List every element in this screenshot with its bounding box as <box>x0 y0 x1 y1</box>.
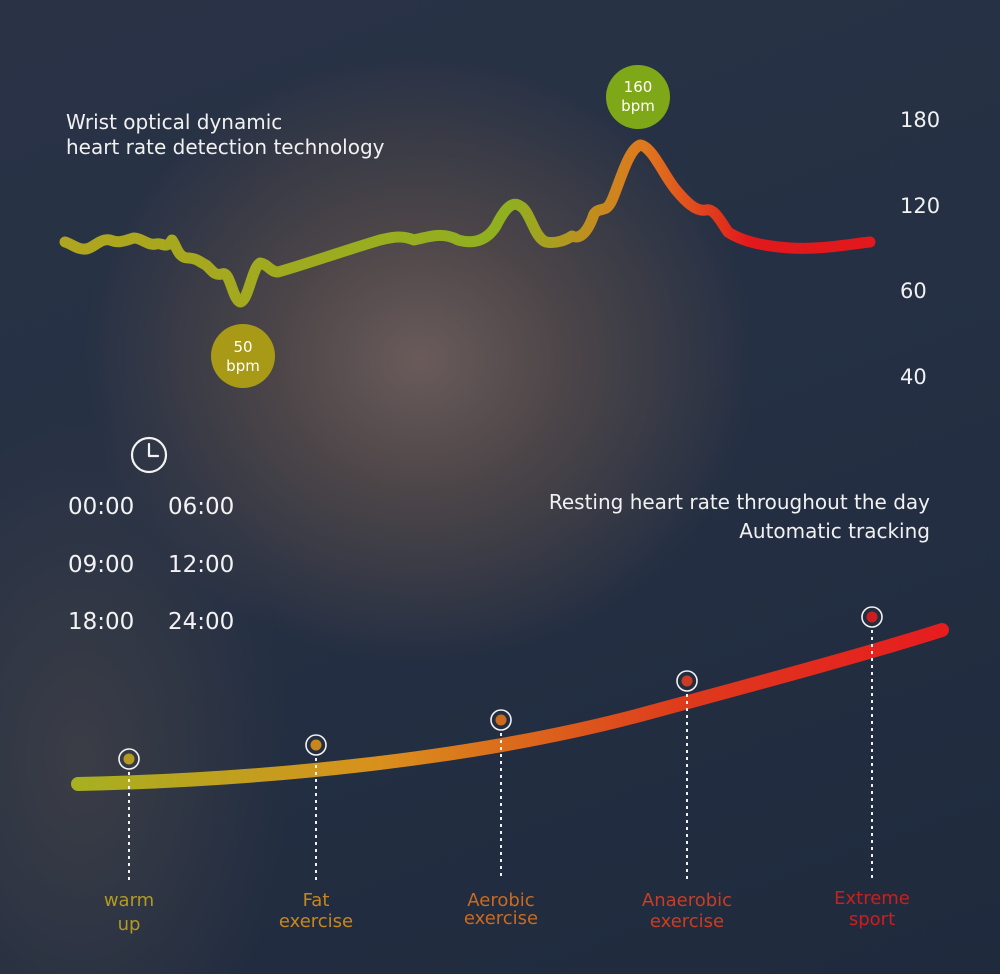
zone-marker-ring <box>118 748 140 770</box>
zone-label: Anaerobic <box>642 890 732 911</box>
min-bpm-circle <box>211 324 275 388</box>
zone-marker-dot <box>310 739 322 751</box>
zone-marker-ring <box>490 709 512 731</box>
zone-label: exercise <box>279 911 353 932</box>
y-tick-label: 60 <box>900 279 927 303</box>
tracking-description: Resting heart rate throughout the day Au… <box>549 488 930 546</box>
zone-markers: warmupFatexerciseAerobicexerciseAnaerobi… <box>104 606 910 935</box>
peak-bpm-value: 160 <box>624 78 653 96</box>
zone-marker-ring <box>305 734 327 756</box>
peak-bpm-annotation: 160 bpm <box>606 65 670 129</box>
zone-label: Aerobic <box>467 890 534 911</box>
tracking-line-1: Resting heart rate throughout the day <box>548 490 930 514</box>
y-tick-label: 180 <box>900 108 941 132</box>
zone-marker-ring <box>676 670 698 692</box>
zone-marker: warm up <box>104 748 154 935</box>
time-label: 24:00 <box>168 609 235 635</box>
peak-bpm-circle <box>606 65 670 129</box>
y-tick-label: 40 <box>900 365 927 389</box>
peak-bpm-unit: bpm <box>621 97 655 115</box>
zone-label: exercise <box>650 911 724 932</box>
tracking-line-2: Automatic tracking <box>739 519 930 543</box>
time-label: 00:00 <box>68 494 135 520</box>
min-bpm-unit: bpm <box>226 357 260 375</box>
zone-label: sport <box>849 909 895 930</box>
time-label: 12:00 <box>168 552 235 578</box>
time-label: 09:00 <box>68 552 135 578</box>
zone-label: Fat <box>303 890 330 911</box>
zone-marker-dot <box>495 714 507 726</box>
time-label: 06:00 <box>168 494 235 520</box>
min-bpm-value: 50 <box>233 338 252 356</box>
zone-label: warm <box>104 890 154 911</box>
zone-label: exercise <box>464 908 538 929</box>
zone-marker-dot <box>681 675 693 687</box>
title-line-1: Wrist optical dynamic <box>66 110 283 134</box>
zone-marker-dot <box>123 753 135 765</box>
zone-intensity-curve <box>71 623 949 791</box>
zone-marker-dot <box>866 611 878 623</box>
chart-title: Wrist optical dynamic heart rate detecti… <box>66 110 385 160</box>
min-bpm-annotation: 50 bpm <box>211 324 275 388</box>
time-label: 18:00 <box>68 609 135 635</box>
clock-icon <box>130 436 168 474</box>
heart-rate-line <box>59 139 876 308</box>
zone-marker-ring <box>861 606 883 628</box>
zone-label: Extreme <box>834 888 910 909</box>
y-tick-label: 120 <box>900 194 941 218</box>
zone-label: up <box>118 914 141 935</box>
title-line-2: heart rate detection technology <box>66 135 385 159</box>
